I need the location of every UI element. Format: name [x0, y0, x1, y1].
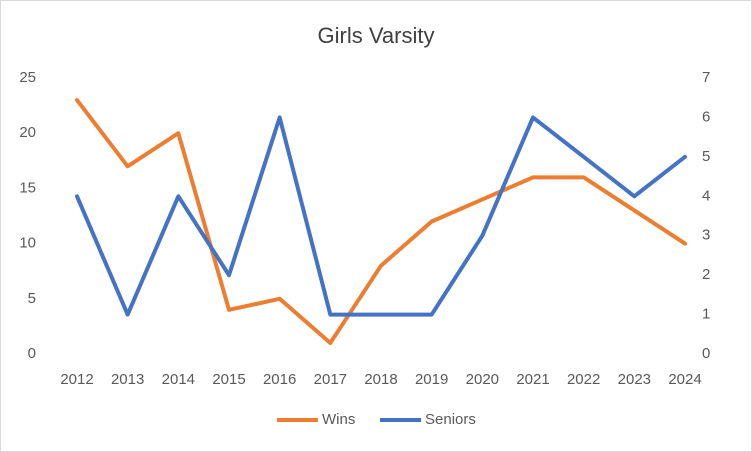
x-tick-label: 2021 — [516, 371, 549, 388]
x-tick-label: 2023 — [618, 371, 651, 388]
y2-tick-label: 2 — [702, 266, 710, 283]
x-tick-label: 2012 — [60, 371, 93, 388]
y-tick-label: 10 — [19, 235, 36, 252]
y-tick-label: 20 — [19, 124, 36, 141]
series-line — [75, 115, 687, 317]
y2-tick-label: 4 — [702, 187, 710, 204]
y2-tick-label: 0 — [702, 345, 710, 362]
x-tick-label: 2020 — [466, 371, 499, 388]
legend-label: Wins — [322, 411, 355, 428]
y-tick-label: 0 — [28, 345, 36, 362]
x-tick-label: 2014 — [162, 371, 195, 388]
y-tick-label: 25 — [19, 69, 36, 86]
x-tick-label: 2016 — [263, 371, 296, 388]
x-tick-label: 2022 — [567, 371, 600, 388]
y2-tick-label: 1 — [702, 306, 710, 323]
x-tick-label: 2024 — [668, 371, 701, 388]
x-tick-label: 2019 — [415, 371, 448, 388]
y2-tick-label: 7 — [702, 69, 710, 86]
y-tick-label: 15 — [19, 179, 36, 196]
chart-title: Girls Varsity — [318, 23, 435, 48]
y2-tick-label: 3 — [702, 227, 710, 244]
x-tick-label: 2015 — [212, 371, 245, 388]
x-tick-label: 2017 — [314, 371, 347, 388]
x-tick-label: 2018 — [364, 371, 397, 388]
y2-tick-label: 5 — [702, 148, 710, 165]
y-tick-label: 5 — [28, 290, 36, 307]
series-line — [75, 98, 687, 345]
x-tick-label: 2013 — [111, 371, 144, 388]
legend-label: Seniors — [425, 411, 476, 428]
y2-tick-label: 6 — [702, 108, 710, 125]
